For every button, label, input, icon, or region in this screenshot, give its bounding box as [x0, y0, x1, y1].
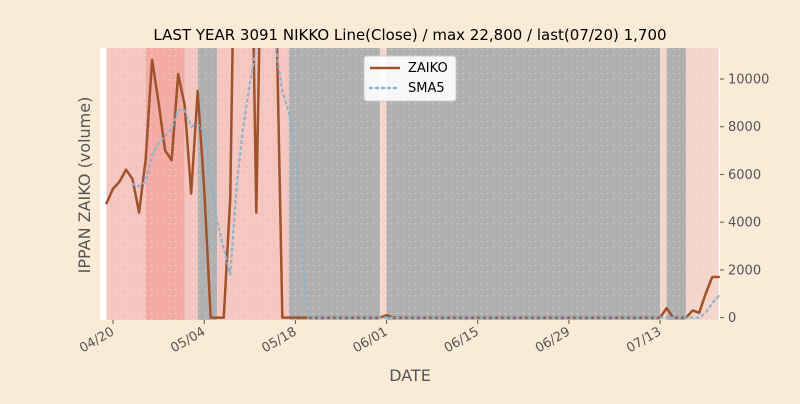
legend: ZAIKO SMA5 — [363, 55, 457, 102]
y-tick-label-5: 10000 — [728, 73, 769, 88]
y-tick-label-1: 2000 — [728, 263, 761, 278]
y-tick-label-3: 6000 — [728, 168, 761, 183]
x-tick-label-4: 06/15 — [442, 324, 482, 356]
legend-sma5-label: SMA5 — [408, 81, 445, 96]
y-tick-label-2: 4000 — [728, 216, 761, 231]
chart-title: LAST YEAR 3091 NIKKO Line(Close) / max 2… — [153, 26, 666, 44]
y-tick-label-0: 0 — [728, 311, 736, 326]
x-tick-label-0: 04/20 — [77, 324, 117, 356]
x-tick-label-6: 07/13 — [624, 324, 664, 356]
y-tick-label-4: 8000 — [728, 120, 761, 135]
x-axis-label: DATE — [389, 366, 431, 385]
x-tick-label-5: 06/29 — [533, 324, 573, 356]
series-sma5-line — [131, 48, 720, 319]
y-axis-label: IPPAN ZAIKO (volume) — [75, 97, 94, 274]
x-tick-label-3: 06/01 — [351, 324, 391, 356]
series-layer — [105, 48, 720, 319]
legend-zaiko-label: ZAIKO — [408, 61, 448, 76]
x-tick-label-1: 05/04 — [168, 324, 208, 356]
x-tick-label-2: 05/18 — [259, 324, 299, 356]
